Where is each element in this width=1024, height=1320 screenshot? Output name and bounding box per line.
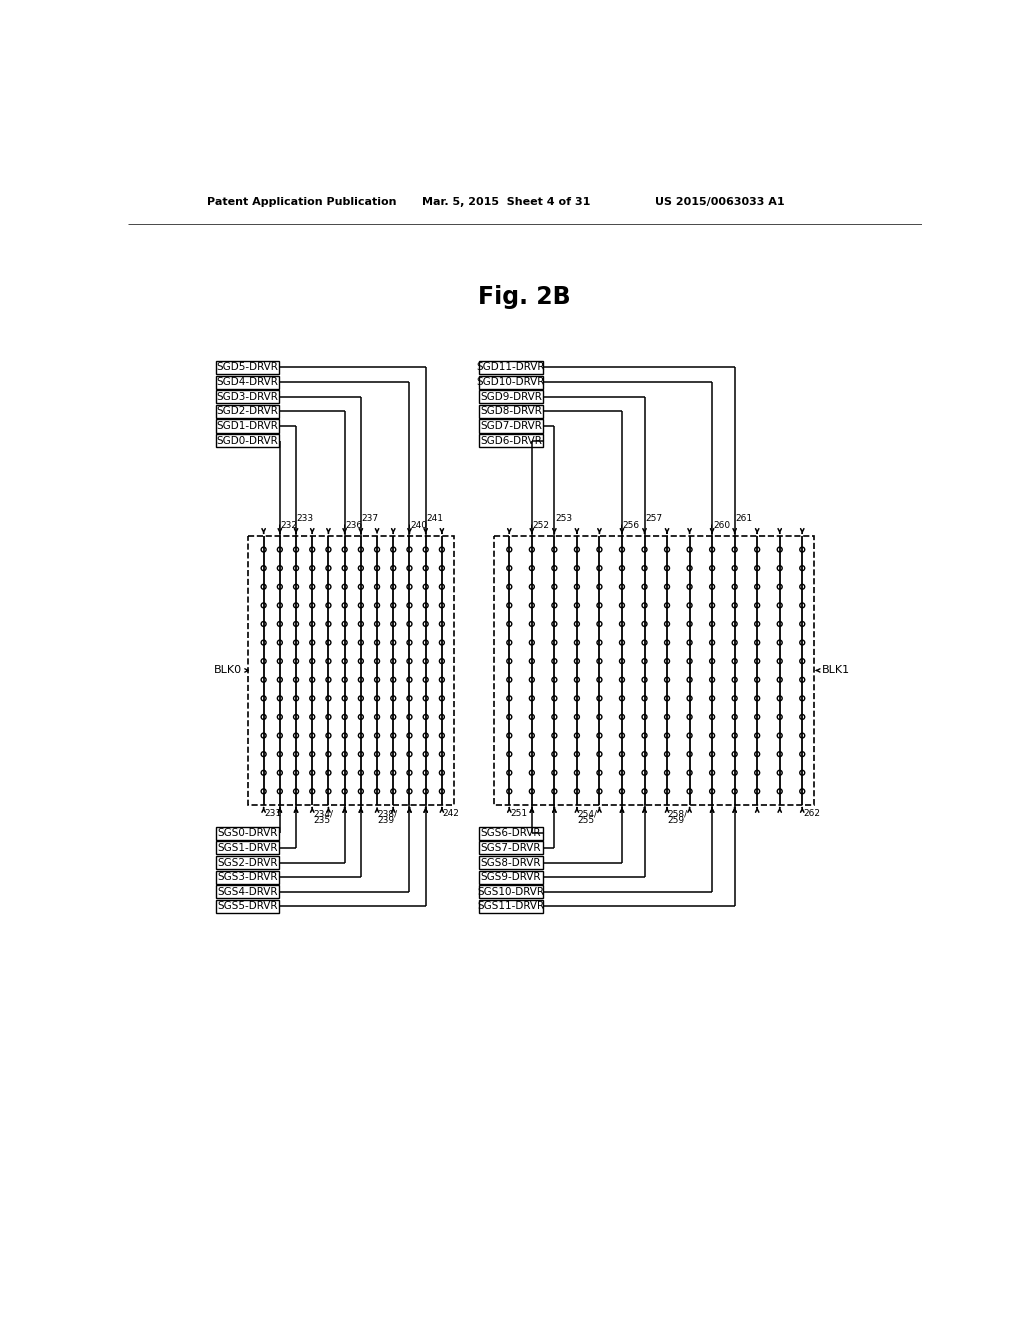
Text: SGS2-DRVR: SGS2-DRVR	[217, 858, 278, 867]
Text: 233: 233	[297, 515, 314, 524]
Text: SGD0-DRVR: SGD0-DRVR	[216, 436, 279, 446]
Bar	[479, 900, 543, 913]
Text: 239: 239	[378, 816, 395, 825]
Text: SGS10-DRVR: SGS10-DRVR	[477, 887, 545, 896]
Bar	[216, 360, 280, 374]
Bar	[479, 376, 543, 388]
Bar	[479, 420, 543, 433]
Bar	[479, 871, 543, 884]
Text: 240: 240	[411, 520, 427, 529]
Bar	[216, 405, 280, 418]
Text: SGD9-DRVR: SGD9-DRVR	[480, 392, 542, 401]
Bar	[216, 841, 280, 854]
Bar	[479, 841, 543, 854]
Bar	[479, 826, 543, 840]
Bar	[216, 871, 280, 884]
Text: SGS7-DRVR: SGS7-DRVR	[480, 843, 541, 853]
Text: SGD5-DRVR: SGD5-DRVR	[216, 363, 279, 372]
Bar	[479, 405, 543, 418]
Text: 259: 259	[668, 816, 685, 825]
Text: SGS1-DRVR: SGS1-DRVR	[217, 843, 278, 853]
Text: SGS6-DRVR: SGS6-DRVR	[480, 829, 541, 838]
Bar	[479, 855, 543, 869]
Bar	[248, 536, 454, 805]
Text: 255: 255	[578, 816, 595, 825]
Text: SGD1-DRVR: SGD1-DRVR	[216, 421, 279, 430]
Text: SGS0-DRVR: SGS0-DRVR	[217, 829, 278, 838]
Bar	[479, 434, 543, 447]
Text: Fig. 2B: Fig. 2B	[478, 285, 571, 309]
Text: Mar. 5, 2015  Sheet 4 of 31: Mar. 5, 2015 Sheet 4 of 31	[423, 197, 591, 207]
Text: 251: 251	[510, 809, 527, 818]
Bar	[494, 536, 814, 805]
Bar	[479, 391, 543, 404]
Text: 254/: 254/	[578, 809, 598, 818]
Text: 241: 241	[426, 515, 443, 524]
Text: 231: 231	[264, 809, 282, 818]
Bar	[479, 886, 543, 899]
Text: SGD6-DRVR: SGD6-DRVR	[480, 436, 542, 446]
Text: 236: 236	[345, 520, 362, 529]
Text: SGD2-DRVR: SGD2-DRVR	[216, 407, 279, 416]
Text: SGS4-DRVR: SGS4-DRVR	[217, 887, 278, 896]
Bar	[216, 855, 280, 869]
Text: 258/: 258/	[668, 809, 688, 818]
Bar	[216, 900, 280, 913]
Text: SGS3-DRVR: SGS3-DRVR	[217, 873, 278, 882]
Text: US 2015/0063033 A1: US 2015/0063033 A1	[655, 197, 784, 207]
Text: 238/: 238/	[378, 809, 398, 818]
Text: 252: 252	[532, 520, 550, 529]
Text: 257: 257	[645, 515, 663, 524]
Text: SGS8-DRVR: SGS8-DRVR	[480, 858, 541, 867]
Text: 237: 237	[361, 515, 379, 524]
Bar	[216, 376, 280, 388]
Text: 242: 242	[442, 809, 460, 818]
Text: 260: 260	[713, 520, 730, 529]
Text: 262: 262	[803, 809, 820, 818]
Text: BLK0: BLK0	[214, 665, 242, 676]
Text: 261: 261	[735, 515, 753, 524]
Bar	[216, 826, 280, 840]
Bar	[216, 420, 280, 433]
Text: SGD10-DRVR: SGD10-DRVR	[476, 378, 545, 387]
Text: 234/: 234/	[313, 809, 333, 818]
Text: 232: 232	[281, 520, 298, 529]
Text: Patent Application Publication: Patent Application Publication	[207, 197, 396, 207]
Bar	[479, 360, 543, 374]
Text: 235: 235	[313, 816, 330, 825]
Text: BLK1: BLK1	[821, 665, 850, 676]
Text: SGS9-DRVR: SGS9-DRVR	[480, 873, 541, 882]
Bar	[216, 886, 280, 899]
Text: SGD7-DRVR: SGD7-DRVR	[480, 421, 542, 430]
Text: SGD3-DRVR: SGD3-DRVR	[216, 392, 279, 401]
Text: SGD11-DRVR: SGD11-DRVR	[476, 363, 545, 372]
Bar	[216, 434, 280, 447]
Text: 256: 256	[623, 520, 640, 529]
Text: SGD4-DRVR: SGD4-DRVR	[216, 378, 279, 387]
Text: 253: 253	[555, 515, 572, 524]
Text: SGD8-DRVR: SGD8-DRVR	[480, 407, 542, 416]
Text: SGS11-DRVR: SGS11-DRVR	[477, 902, 545, 911]
Text: SGS5-DRVR: SGS5-DRVR	[217, 902, 278, 911]
Bar	[216, 391, 280, 404]
